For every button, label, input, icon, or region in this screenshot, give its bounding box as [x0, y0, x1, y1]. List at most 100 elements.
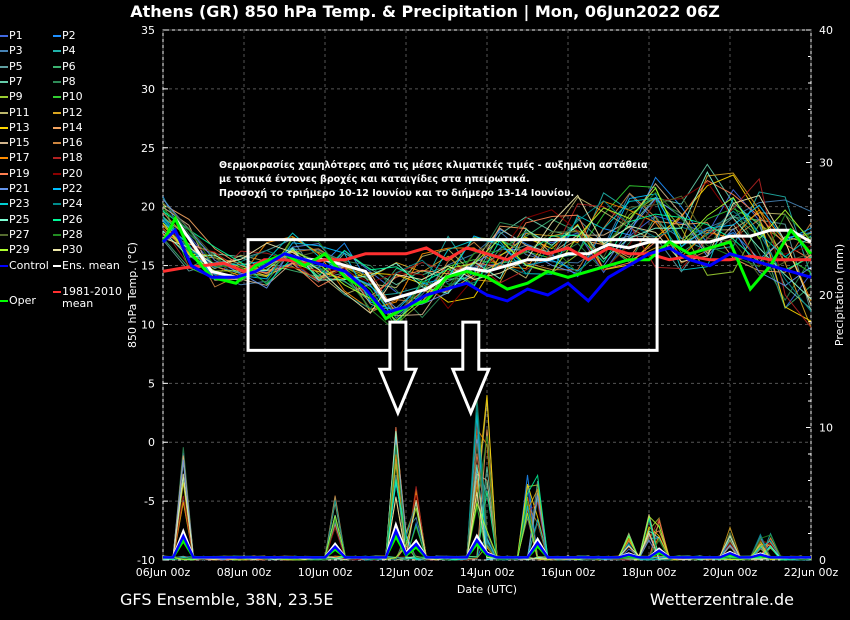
- legend-item: P4: [53, 45, 76, 57]
- legend-label: P4: [62, 44, 76, 58]
- y2-tick-label: 10: [819, 422, 833, 435]
- legend-item: P1: [0, 30, 23, 42]
- legend-swatch: [53, 264, 61, 267]
- legend-label: P21: [9, 182, 30, 195]
- legend-item: P19: [0, 166, 30, 180]
- legend-swatch: [53, 80, 61, 83]
- source-credit: Wetterzentrale.de: [649, 590, 794, 609]
- legend-swatch: [0, 157, 8, 160]
- x-tick-label: 22Jun 00z: [784, 566, 839, 579]
- y-tick-label: 10: [141, 318, 155, 331]
- legend-swatch: [53, 142, 61, 145]
- legend-item: P30: [53, 244, 83, 256]
- highlight-rectangle: [246, 238, 659, 352]
- legend-swatch: [53, 203, 61, 206]
- legend-item: P3: [0, 45, 23, 57]
- x-tick-label: 08Jun 00z: [217, 566, 272, 579]
- annotation-line: Θερμοκρασίες χαμηλότερες από τις μέσες κ…: [219, 160, 648, 171]
- legend-swatch: [53, 35, 61, 37]
- ensemble-member-line: [162, 179, 812, 297]
- legend-item: P9: [0, 91, 23, 103]
- series-line: [161, 227, 812, 315]
- legend-swatch: [53, 290, 61, 293]
- legend-label: P27: [9, 227, 30, 241]
- legend-item: P10: [53, 91, 83, 103]
- legend-swatch: [53, 218, 61, 221]
- ensemble-member-line: [162, 200, 812, 312]
- legend-item: P18: [53, 152, 83, 164]
- legend-label: P19: [9, 166, 30, 180]
- legend-swatch: [0, 203, 8, 206]
- legend-label: Control: [9, 258, 49, 272]
- y2-tick-label: 30: [819, 157, 833, 170]
- legend-swatch: [53, 172, 61, 175]
- legend-item: P6: [53, 59, 76, 73]
- legend-item: P2: [53, 30, 76, 42]
- legend-swatch: [53, 126, 61, 129]
- legend-label: P1: [9, 29, 23, 42]
- x-tick-label: 12Jun 00z: [379, 566, 434, 579]
- x-tick-label: 06Jun 00z: [136, 566, 191, 579]
- model-info: GFS Ensemble, 38N, 23.5E: [120, 590, 334, 609]
- legend-swatch: [0, 172, 8, 175]
- legend-label: P24: [62, 197, 83, 211]
- series-line: [161, 214, 813, 321]
- annotation-line: με τοπικά έντονες βροχές και καταιγίδες …: [219, 174, 530, 185]
- legend-swatch: [0, 264, 8, 267]
- chart-title: Athens (GR) 850 hPa Temp. & Precipitatio…: [130, 2, 720, 21]
- legend-label: P28: [62, 227, 83, 241]
- legend-item: P24: [53, 198, 83, 210]
- legend-label: P13: [9, 120, 30, 134]
- legend-swatch: [0, 233, 8, 236]
- legend-label: Oper: [9, 293, 36, 307]
- y-tick-label: 30: [141, 83, 155, 96]
- legend-swatch: [0, 111, 8, 114]
- legend-item: 1981-2010 mean: [53, 284, 122, 310]
- ensemble-member-line: [162, 200, 812, 310]
- down-arrow: [450, 320, 492, 417]
- down-arrow: [377, 320, 419, 417]
- x-axis-label: Date (UTC): [457, 583, 517, 596]
- legend-item: P5: [0, 60, 23, 73]
- legend-label: 1981-2010 mean: [62, 284, 122, 310]
- x-tick-label: 14Jun 00z: [460, 566, 515, 579]
- legend-item: P20: [53, 167, 83, 180]
- precip-mean-line: [163, 527, 811, 559]
- legend-swatch: [0, 80, 8, 83]
- legend-swatch: [0, 249, 8, 252]
- legend-swatch: [0, 65, 8, 68]
- legend-label: P3: [9, 44, 23, 58]
- annotation-text: Θερμοκρασίες χαμηλότερες από τις μέσες κ…: [219, 159, 648, 201]
- y-tick-label: -5: [144, 495, 155, 508]
- legend-swatch: [53, 157, 61, 160]
- legend-swatch: [0, 35, 8, 37]
- y2-tick-label: 20: [819, 289, 833, 302]
- y-tick-label: 5: [148, 377, 155, 390]
- legend-item: P22: [53, 183, 83, 195]
- legend-item: P29: [0, 244, 30, 256]
- legend-label: P11: [9, 105, 30, 119]
- legend-item: P17: [0, 152, 30, 164]
- y-tick-label: 20: [141, 201, 155, 214]
- legend-swatch: [0, 142, 8, 145]
- y2-tick-label: 40: [819, 24, 833, 37]
- legend-swatch: [0, 96, 8, 99]
- y-tick-label: 0: [148, 436, 155, 449]
- annotation-line: Προσοχή το τριήμερο 10-12 Ιουνίου και το…: [219, 188, 575, 199]
- legend-label: P6: [62, 59, 76, 73]
- legend-item: P8: [53, 75, 76, 88]
- legend-item: P15: [0, 137, 30, 149]
- legend-label: P22: [62, 182, 83, 195]
- legend-swatch: [0, 126, 8, 129]
- x-tick-label: 10Jun 00z: [298, 566, 353, 579]
- y-tick-label: 15: [141, 260, 155, 273]
- legend-swatch: [0, 299, 8, 302]
- legend-label: P29: [9, 243, 30, 257]
- legend-swatch: [53, 233, 61, 236]
- legend-label: P14: [62, 120, 83, 134]
- legend-label: P10: [62, 90, 83, 104]
- legend-label: P25: [9, 212, 30, 226]
- legend-item: P13: [0, 120, 30, 134]
- legend-item: P21: [0, 183, 30, 195]
